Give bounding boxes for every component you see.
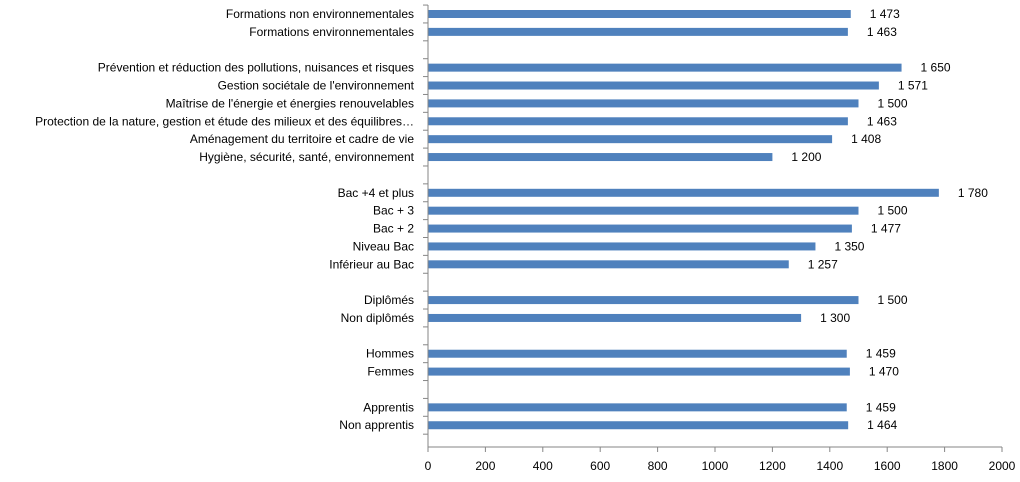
bar bbox=[428, 421, 849, 430]
bar bbox=[428, 99, 859, 108]
data-label: 1 300 bbox=[820, 311, 850, 325]
category-label: Hygiène, sécurité, santé, environnement bbox=[199, 150, 414, 164]
data-label: 1 257 bbox=[808, 257, 838, 271]
x-tick-label: 1000 bbox=[702, 459, 729, 473]
data-label: 1 500 bbox=[878, 96, 908, 110]
bar bbox=[428, 296, 859, 305]
data-label: 1 463 bbox=[867, 114, 897, 128]
data-label: 1 350 bbox=[834, 239, 864, 253]
bar bbox=[428, 81, 879, 90]
bar bbox=[428, 224, 852, 233]
bar bbox=[428, 313, 802, 322]
category-label: Hommes bbox=[366, 347, 414, 361]
category-label: Gestion sociétale de l'environnement bbox=[218, 79, 415, 93]
bar bbox=[428, 367, 850, 376]
data-label: 1 571 bbox=[898, 79, 928, 93]
data-label: 1 200 bbox=[791, 150, 821, 164]
bar bbox=[428, 153, 773, 162]
data-label: 1 464 bbox=[867, 418, 897, 432]
value-labels-group: 1 473 1 463 1 650 1 571 1 500 1 463 1 408 1 200… bbox=[791, 7, 988, 432]
category-label: Inférieur au Bac bbox=[329, 257, 414, 271]
data-label: 1 459 bbox=[866, 347, 896, 361]
bar bbox=[428, 135, 833, 144]
category-label: Bac + 2 bbox=[373, 222, 414, 236]
data-label: 1 780 bbox=[958, 186, 988, 200]
category-label: Formations environnementales bbox=[249, 25, 414, 39]
category-label: Maîtrise de l'énergie et énergies renouv… bbox=[166, 96, 414, 110]
category-label: Niveau Bac bbox=[353, 239, 414, 253]
data-label: 1 500 bbox=[878, 293, 908, 307]
data-label: 1 459 bbox=[866, 400, 896, 414]
category-label: Non diplômés bbox=[341, 311, 414, 325]
bar bbox=[428, 188, 939, 197]
data-label: 1 500 bbox=[878, 204, 908, 218]
x-tick-label: 1800 bbox=[931, 459, 958, 473]
bars-group bbox=[428, 10, 939, 430]
category-label: Diplômés bbox=[364, 293, 414, 307]
x-tick-label: 2000 bbox=[989, 459, 1016, 473]
bar bbox=[428, 206, 859, 215]
x-tick-label: 0 bbox=[425, 459, 432, 473]
data-label: 1 477 bbox=[871, 222, 901, 236]
category-label: Bac +4 et plus bbox=[338, 186, 414, 200]
x-tick-label: 1400 bbox=[816, 459, 843, 473]
bar bbox=[428, 10, 851, 18]
category-labels-group: Formations non environnementales Formatio… bbox=[35, 7, 415, 432]
bar bbox=[428, 117, 848, 126]
category-label: Formations non environnementales bbox=[226, 7, 414, 21]
category-label: Non apprentis bbox=[339, 418, 414, 432]
x-tick-label: 1600 bbox=[874, 459, 901, 473]
bar bbox=[428, 63, 902, 72]
x-tick-label: 600 bbox=[590, 459, 610, 473]
x-tick-label: 1200 bbox=[759, 459, 786, 473]
data-label: 1 650 bbox=[921, 61, 951, 75]
category-label: Apprentis bbox=[363, 400, 414, 414]
bar bbox=[428, 27, 848, 36]
data-label: 1 463 bbox=[867, 25, 897, 39]
x-tick-label: 800 bbox=[648, 459, 668, 473]
category-label: Protection de la nature, gestion et étud… bbox=[35, 114, 414, 128]
category-label: Bac + 3 bbox=[373, 204, 414, 218]
bar bbox=[428, 260, 789, 269]
data-label: 1 470 bbox=[869, 365, 899, 379]
data-label: 1 473 bbox=[870, 7, 900, 21]
category-label: Prévention et réduction des pollutions, … bbox=[98, 61, 414, 75]
category-label: Femmes bbox=[367, 365, 414, 379]
bar bbox=[428, 403, 847, 412]
bar bbox=[428, 242, 816, 251]
data-label: 1 408 bbox=[851, 132, 881, 146]
bar bbox=[428, 349, 847, 358]
x-tick-label: 200 bbox=[475, 459, 495, 473]
x-tick-label: 400 bbox=[533, 459, 553, 473]
axes-group: 0 200 400 600 800 1000 1200 1400 1600 1800 2000 bbox=[423, 4, 1016, 473]
category-label: Aménagement du territoire et cadre de vi… bbox=[190, 132, 414, 146]
